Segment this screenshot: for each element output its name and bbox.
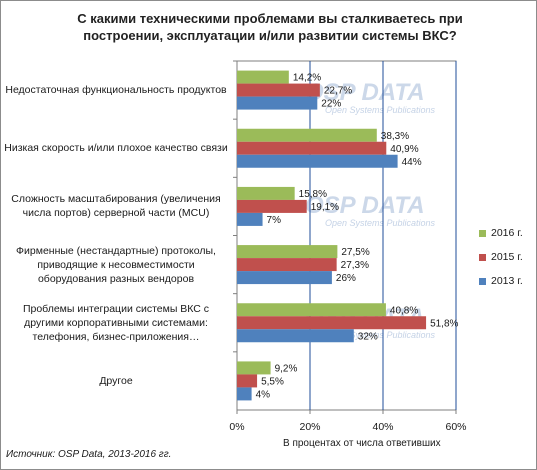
category-label: Недостаточная функциональность продуктов xyxy=(5,84,227,97)
bar xyxy=(237,245,338,259)
legend-label: 2015 г. xyxy=(491,251,523,263)
watermark-logo: OSP DATA xyxy=(305,79,425,106)
data-label: 38,3% xyxy=(381,131,409,142)
x-tick-label: 20% xyxy=(299,421,320,433)
data-label: 5,5% xyxy=(261,376,284,387)
category-label: Фирменные (нестандартные) протоколы, при… xyxy=(16,244,216,285)
category-label: Низкая скорость и/или плохое качество св… xyxy=(4,142,228,155)
data-label: 14,2% xyxy=(293,73,321,84)
data-label: 27,3% xyxy=(341,260,369,271)
watermark-tagline: Open Systems Publications xyxy=(325,330,436,340)
legend-item: 2013 г. xyxy=(479,275,523,287)
bar xyxy=(237,361,271,375)
watermark-tagline: Open Systems Publications xyxy=(325,218,436,228)
watermark-tagline: Open Systems Publications xyxy=(325,105,436,115)
category-label: Другое xyxy=(99,374,133,387)
data-label: 44% xyxy=(402,157,422,168)
legend-label: 2016 г. xyxy=(491,227,523,239)
bar xyxy=(237,199,307,213)
bar xyxy=(237,271,332,285)
legend-item: 2016 г. xyxy=(479,227,523,239)
bar xyxy=(237,141,387,155)
legend-label: 2013 г. xyxy=(491,275,523,287)
bar xyxy=(237,212,263,226)
data-label: 40,8% xyxy=(390,305,418,316)
data-label: 26% xyxy=(336,273,356,284)
bar xyxy=(237,329,354,343)
bar xyxy=(237,154,398,168)
data-label: 27,5% xyxy=(341,247,369,258)
x-tick-label: 40% xyxy=(372,421,393,433)
watermark-logo: OSP DATA xyxy=(305,192,425,219)
bar xyxy=(237,316,427,330)
bar xyxy=(237,303,386,317)
x-tick-label: 0% xyxy=(229,421,244,433)
x-axis-label: В процентах от числа ответивших xyxy=(283,438,441,449)
data-label: 32% xyxy=(358,331,378,342)
data-label: 15,8% xyxy=(299,189,327,200)
data-label: 4% xyxy=(256,389,271,400)
data-label: 22,7% xyxy=(324,86,352,97)
bar xyxy=(237,128,377,142)
x-tick-label: 60% xyxy=(445,421,466,433)
data-label: 7% xyxy=(267,215,282,226)
data-label: 51,8% xyxy=(430,318,458,329)
bar xyxy=(237,387,252,401)
bar xyxy=(237,70,289,84)
bar xyxy=(237,96,318,110)
data-label: 19,1% xyxy=(311,202,339,213)
data-label: 9,2% xyxy=(275,363,298,374)
chart-title: С какими техническими проблемами вы стал… xyxy=(77,11,463,43)
legend-swatch xyxy=(479,278,486,285)
bar xyxy=(237,186,295,200)
bar xyxy=(237,83,320,97)
legend-item: 2015 г. xyxy=(479,251,523,263)
bar xyxy=(237,258,337,272)
source-note: Источник: OSP Data, 2013-2016 гг. xyxy=(6,449,172,460)
legend-swatch xyxy=(479,230,486,237)
data-label: 40,9% xyxy=(390,144,418,155)
legend-swatch xyxy=(479,254,486,261)
data-label: 22% xyxy=(321,99,341,110)
category-label: Сложность масштабирования (увеличения чи… xyxy=(11,193,221,220)
bar xyxy=(237,374,258,388)
category-label: Проблемы интеграции системы ВКС с другим… xyxy=(22,302,210,343)
